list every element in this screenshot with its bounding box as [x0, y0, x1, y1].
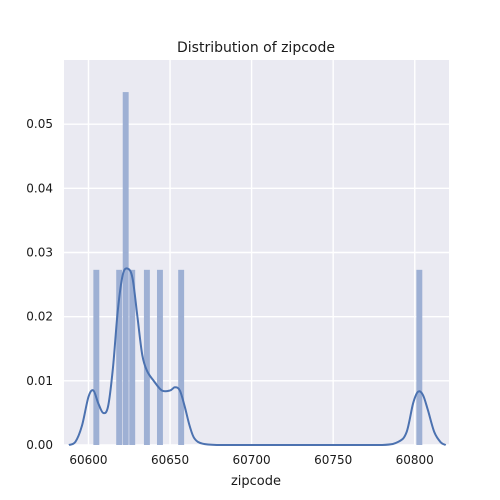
x-tick-labels: 60600 60650 60700 60750 60800 [69, 453, 433, 467]
kde-curve [68, 267, 447, 447]
histogram-bar [143, 269, 150, 445]
y-tick-label: 0.05 [26, 117, 53, 131]
y-tick-label: 0.00 [26, 438, 53, 452]
chart-title: Distribution of zipcode [177, 40, 335, 56]
x-tick-label: 60800 [396, 453, 434, 467]
y-tick-label: 0.02 [26, 310, 53, 324]
histogram-bar [93, 269, 100, 445]
y-tick-label: 0.01 [26, 374, 53, 388]
x-tick-label: 60650 [151, 453, 189, 467]
histogram-bar [156, 269, 163, 445]
x-axis-label: zipcode [231, 474, 281, 489]
y-tick-label: 0.03 [26, 246, 53, 260]
histogram-bar [129, 269, 136, 445]
x-tick-label: 60700 [233, 453, 271, 467]
histogram-bar [178, 269, 185, 445]
y-tick-labels: 0.00 0.01 0.02 0.03 0.04 0.05 [26, 117, 53, 452]
x-tick-label: 60600 [69, 453, 107, 467]
histogram-bar [116, 269, 123, 445]
histogram-bar [416, 269, 423, 445]
x-tick-label: 60750 [314, 453, 352, 467]
y-tick-label: 0.04 [26, 181, 53, 195]
